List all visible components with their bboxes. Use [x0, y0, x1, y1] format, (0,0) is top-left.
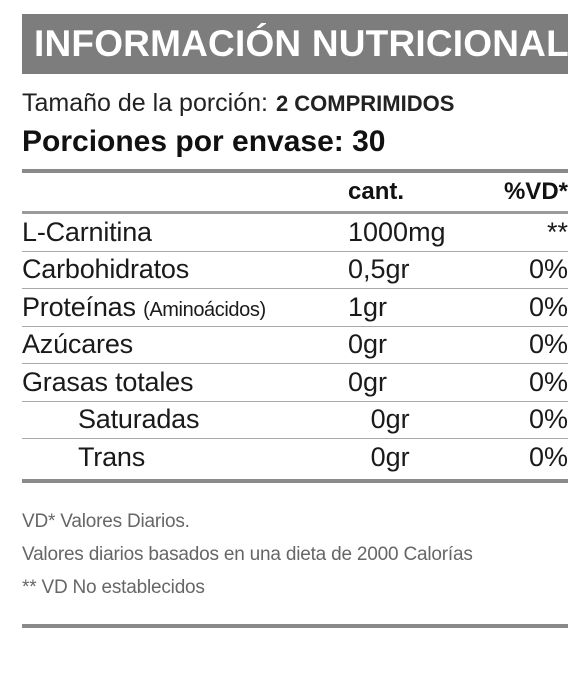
- row-name: Grasas totales: [22, 366, 194, 397]
- row-vd: 0%: [528, 404, 568, 435]
- footnote-vd: VD* Valores Diarios.: [22, 510, 190, 532]
- row-vd: **: [546, 216, 568, 247]
- row-name-note: (Aminoácidos): [143, 298, 266, 321]
- servings-per-container: Porciones por envase: 30: [22, 125, 386, 158]
- table-row: Proteínas (Aminoácidos) 1gr 0%: [22, 289, 568, 327]
- row-vd: 0%: [528, 291, 568, 322]
- table-row: Grasas totales 0gr 0%: [22, 364, 568, 402]
- nutrition-title: INFORMACIÓN NUTRICIONAL: [22, 14, 569, 74]
- header-vd: %VD*: [503, 178, 568, 205]
- serving-size: Tamaño de la porción: 2 COMPRIMIDOS: [22, 88, 568, 119]
- row-amount: 0,5gr: [348, 254, 410, 285]
- footnotes: VD* Valores Diarios. Valores diarios bas…: [22, 505, 568, 604]
- row-amount: 0gr: [370, 404, 410, 435]
- footnote-not-established: ** VD No establecidos: [22, 576, 205, 598]
- table-row: Azúcares 0gr 0%: [22, 327, 568, 364]
- nutrition-facts-panel: INFORMACIÓN NUTRICIONAL Tamaño de la por…: [22, 14, 569, 628]
- divider-bottom: [22, 478, 568, 483]
- serving-size-label: Tamaño de la porción:: [22, 89, 268, 117]
- row-name: Saturadas: [78, 404, 200, 435]
- divider-header: [22, 211, 568, 214]
- row-vd: 0%: [528, 329, 568, 360]
- row-amount: 1000mg: [348, 216, 446, 247]
- divider-footer: [22, 623, 568, 628]
- row-name: L-Carnitina: [22, 216, 152, 247]
- table-row: Trans 0gr 0%: [22, 439, 568, 477]
- row-name: Proteínas: [22, 291, 136, 322]
- row-vd: 0%: [528, 442, 568, 473]
- table-row: Carbohidratos 0,5gr 0%: [22, 252, 568, 289]
- table-row: L-Carnitina 1000mg **: [22, 214, 568, 252]
- row-name: Azúcares: [22, 329, 133, 360]
- footnote-diet: Valores diarios basados en una dieta de …: [22, 543, 473, 565]
- row-amount: 0gr: [348, 366, 388, 397]
- nutrition-title-text: INFORMACIÓN NUTRICIONAL: [34, 23, 569, 64]
- divider-top: [22, 169, 568, 173]
- row-name: Carbohidratos: [22, 254, 189, 285]
- table-header: cant. %VD*: [22, 173, 568, 211]
- header-amount: cant.: [348, 178, 405, 205]
- row-vd: 0%: [528, 254, 568, 285]
- table-row: Saturadas 0gr 0%: [22, 402, 568, 439]
- row-vd: 0%: [528, 366, 568, 397]
- row-name: Trans: [78, 442, 146, 473]
- row-amount: 0gr: [348, 329, 388, 360]
- row-name-group: Proteínas (Aminoácidos): [22, 292, 348, 323]
- serving-size-value: 2 COMPRIMIDOS: [275, 91, 455, 116]
- row-amount: 1gr: [348, 291, 388, 322]
- row-amount: 0gr: [370, 442, 410, 473]
